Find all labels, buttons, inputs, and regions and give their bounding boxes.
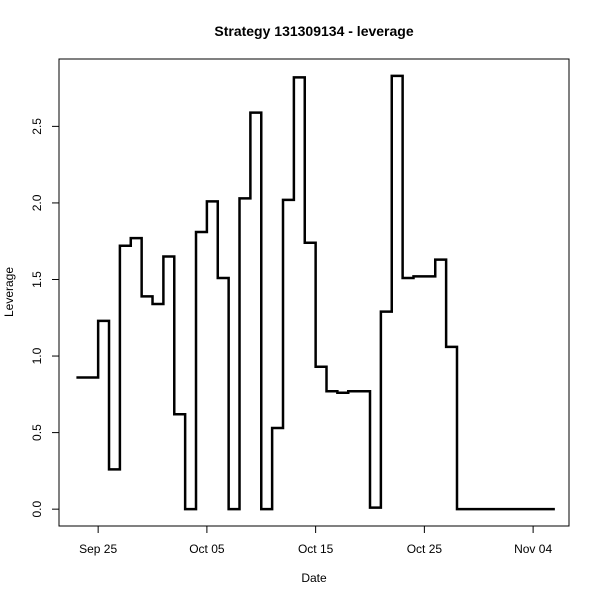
chart-title: Strategy 131309134 - leverage (214, 23, 413, 39)
y-tick-label: 1.0 (30, 347, 44, 364)
x-tick-label: Oct 25 (407, 542, 443, 556)
y-tick-label: 0.5 (30, 424, 44, 441)
x-tick-label: Sep 25 (79, 542, 117, 556)
x-tick-label: Oct 15 (298, 542, 334, 556)
leverage-step-line (76, 74, 555, 511)
x-axis: Sep 25 Oct 05 Oct 15 Oct 25 Nov 04 (79, 525, 552, 556)
x-tick-label: Oct 05 (189, 542, 225, 556)
y-tick-label: 1.5 (30, 271, 44, 288)
x-tick-label: Nov 04 (514, 542, 552, 556)
y-axis: 0.0 0.5 1.0 1.5 2.0 2.5 (30, 118, 60, 518)
y-tick-label: 2.0 (30, 194, 44, 211)
y-axis-label: Leverage (2, 267, 16, 317)
x-axis-label: Date (301, 571, 327, 585)
plot-frame (58, 58, 570, 527)
y-tick-label: 0.0 (30, 500, 44, 517)
y-tick-label: 2.5 (30, 118, 44, 135)
